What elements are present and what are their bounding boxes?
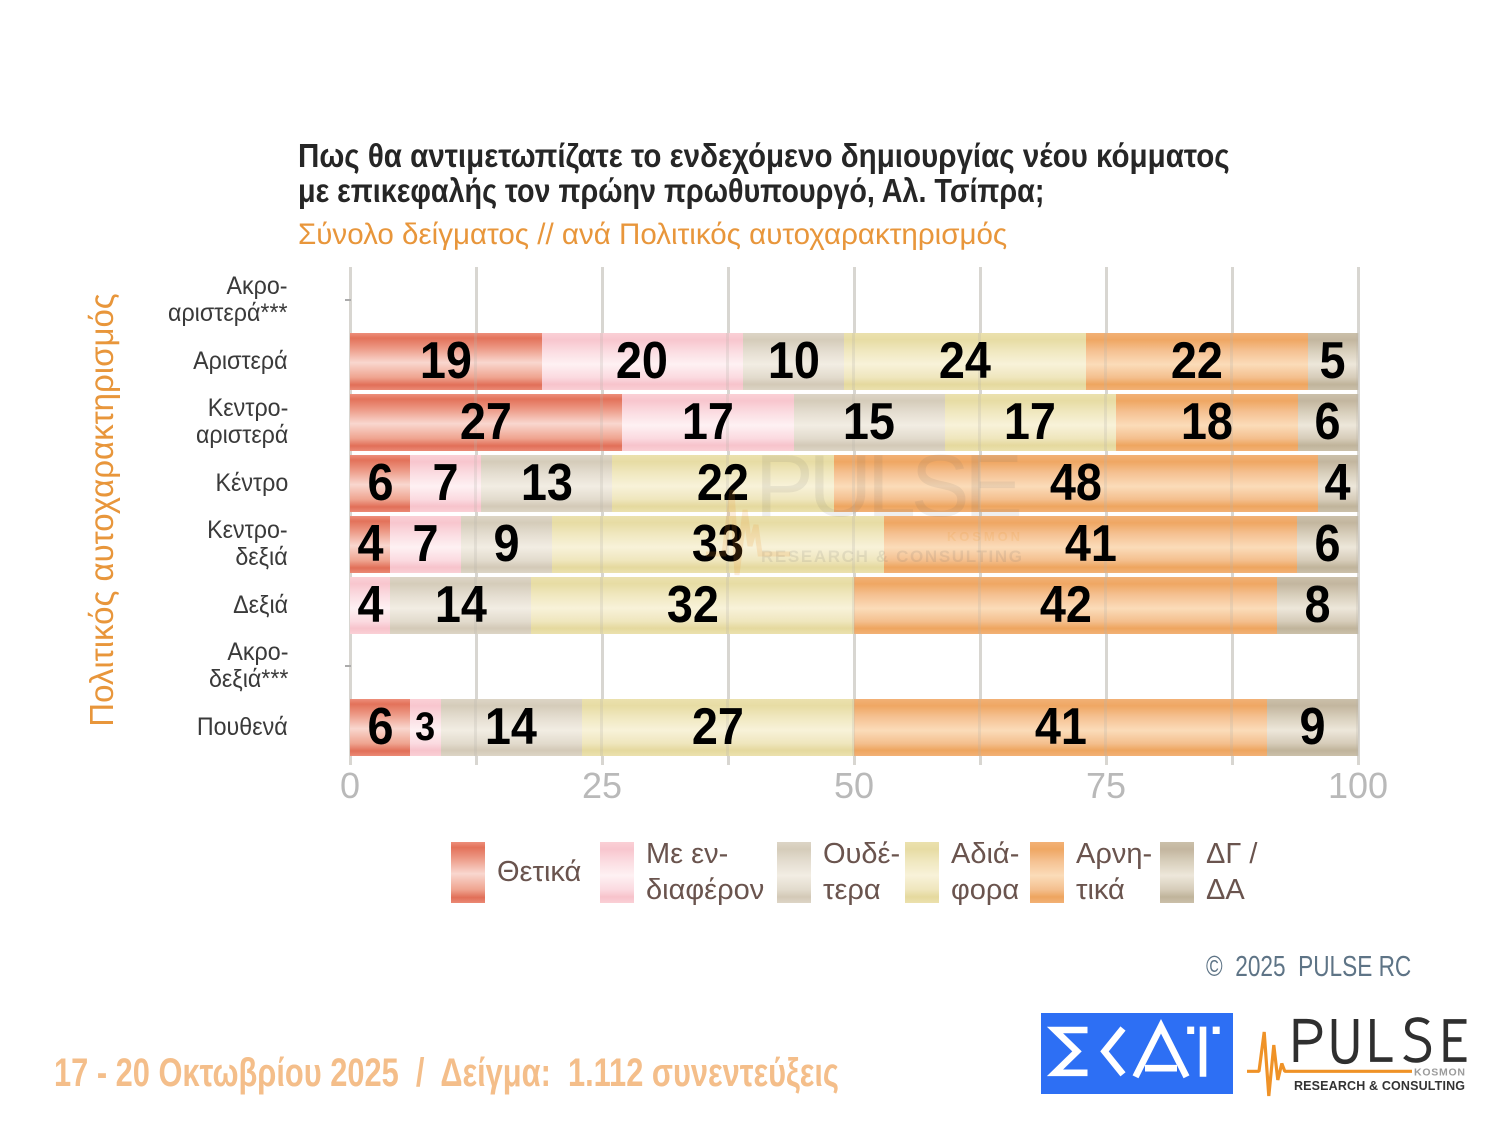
svg-text:RESEARCH & CONSULTING: RESEARCH & CONSULTING — [761, 547, 1022, 566]
svg-text:KOSMON: KOSMON — [947, 529, 1020, 544]
svg-text:RESEARCH & CONSULTING: RESEARCH & CONSULTING — [1294, 1079, 1465, 1093]
svg-text:PULSE: PULSE — [755, 440, 1023, 535]
svg-text:KOSMON: KOSMON — [1414, 1067, 1465, 1079]
